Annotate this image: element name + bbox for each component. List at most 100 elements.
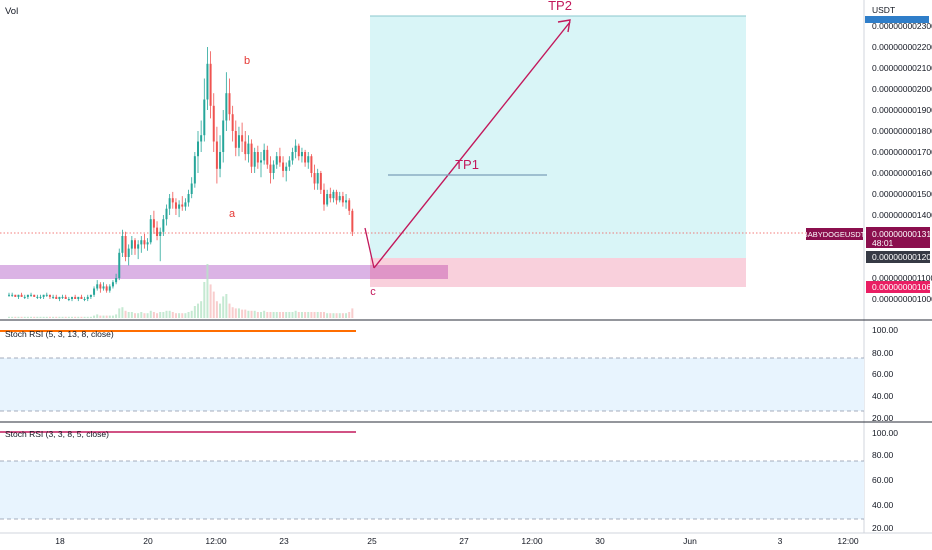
candle-body [285,166,288,171]
volume-bar [275,312,278,318]
candle-body [162,219,165,232]
candle-body [215,141,218,169]
volume-bar [64,316,67,318]
volume-bar [26,316,29,318]
candle-body [288,160,291,167]
candle-body [23,296,26,298]
candle-body [190,183,193,194]
candle-body [253,152,256,167]
candle-body [307,156,310,163]
volume-bar [244,309,247,318]
stoch-tick: 20.00 [872,523,894,533]
price-tick: 0.000000001700 [872,147,932,157]
candle-body [316,173,319,184]
candle-body [345,200,348,203]
volume-bar [285,312,288,318]
volume-bar [86,316,89,318]
candle-body [118,252,121,278]
volume-bar [348,312,351,318]
candle-body [260,160,262,163]
time-tick: 20 [143,536,153,546]
candle-body [313,173,316,184]
candle-body [105,286,108,291]
candle-body [282,162,285,171]
volume-bar [338,313,341,318]
price-tick: 0.000000001800 [872,126,932,136]
support-zone-highlight [370,265,448,279]
candle-body [348,200,351,211]
candle-body [263,149,266,161]
candle-body [48,294,51,297]
volume-bar [313,312,316,318]
volume-bar [178,313,181,318]
candle-body [237,135,240,148]
candle-body [272,164,275,173]
candle-body [187,194,190,203]
currency-label: USDT [872,5,895,15]
volume-bar [326,313,329,318]
stoch-rsi-1-label[interactable]: Stoch RSI (5, 3, 13, 8, close) [5,329,114,339]
candle-body [127,248,130,257]
stoch-rsi-2-label[interactable]: Stoch RSI (3, 3, 8, 5, close) [5,429,109,439]
candle-body [231,114,234,131]
volume-bar [237,308,240,318]
level-2-tag [866,281,930,293]
volume-bar [329,313,332,318]
volume-bar [52,316,55,318]
candle-body [115,278,118,283]
volume-bar [215,301,218,318]
candle-body [61,296,64,298]
volume-bar [332,313,335,318]
volume-bar [30,316,33,318]
candle-body [137,244,140,249]
candle-body [244,141,247,155]
wave-c-projection [364,227,375,269]
candle-body [58,296,61,299]
level-1-value: 0.000000001202 [872,252,932,262]
level-2-value: 0.000000001062 [872,282,932,292]
volume-bar [134,313,136,318]
volume-bar [108,315,111,318]
volume-bar [71,316,73,318]
price-tick: 0.000000001600 [872,168,932,178]
candle-body [304,152,307,163]
candle-body [291,152,294,161]
volume-bar [263,310,266,318]
volume-bar [55,316,58,318]
volume-bar [14,316,17,318]
price-candles [8,47,354,302]
price-axis-ticks: 0.000000002300 0.000000002200 0.0000000021… [872,21,932,304]
candle-body [8,294,10,296]
volume-bar [23,316,26,318]
candle-body [335,191,338,201]
volume-bar [304,312,307,318]
stoch-rsi-1-band [0,358,864,411]
volume-bar [168,310,171,318]
volume-bar [45,316,48,318]
candle-body [341,196,344,203]
volume-bar [93,315,96,318]
volume-bar [234,308,237,318]
candle-body [14,294,17,297]
volume-bar [171,312,174,318]
stoch-tick: 40.00 [872,391,894,401]
volume-bar [156,313,159,318]
volume-bar [130,312,133,318]
volume-bar [143,313,146,318]
volume-bar [291,312,294,318]
stoch-tick: 100.00 [872,428,898,438]
candle-body [297,145,300,157]
candle-body [30,294,33,296]
candle-body [33,294,36,297]
volume-bar [152,312,155,318]
volume-bar [278,312,281,318]
volume-bar [17,316,20,318]
candle-body [266,149,269,165]
candle-body [64,296,67,299]
volume-bar [111,315,114,318]
candle-body [326,194,329,205]
volume-bar [269,312,272,318]
stoch-tick: 20.00 [872,413,894,423]
volume-bar [241,309,244,318]
